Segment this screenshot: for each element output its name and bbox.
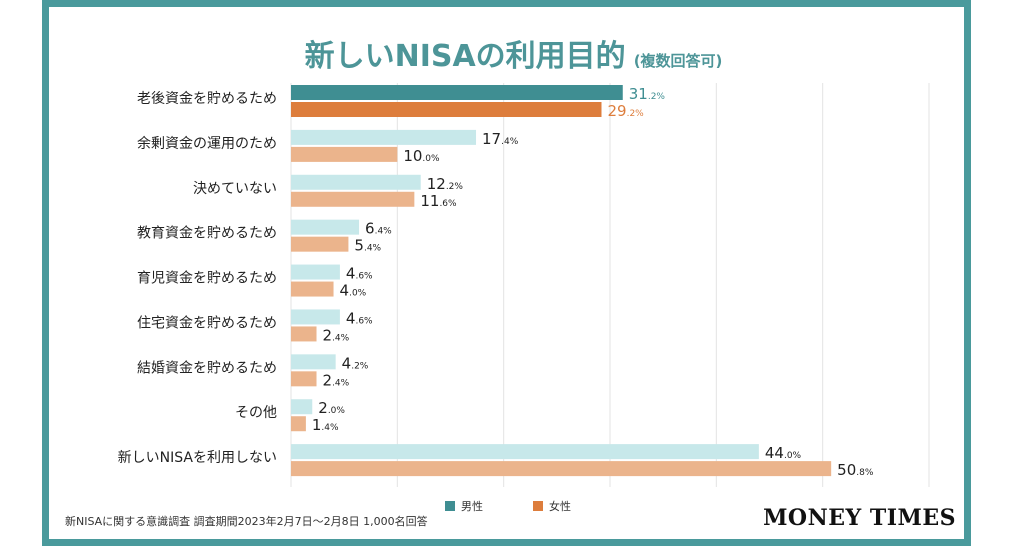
- legend-swatch-male: [445, 501, 455, 511]
- category-label: 結婚資金を貯めるため: [137, 360, 277, 376]
- legend-swatch-female: [533, 501, 543, 511]
- bar-male: [291, 399, 313, 415]
- value-label-male: 31.2%: [629, 85, 666, 103]
- value-label-female: 1.4%: [312, 416, 339, 434]
- survey-footnote: 新NISAに関する意識調査 調査期間2023年2月7日〜2月8日 1,000名回…: [65, 515, 428, 528]
- bar-female: [291, 371, 317, 387]
- chart-title: 新しいNISAの利用目的 (複数回答可): [49, 31, 978, 75]
- bar-female: [291, 236, 349, 252]
- value-label-female: 50.8%: [837, 461, 874, 479]
- bar-female: [291, 326, 317, 342]
- legend-label-male: 男性: [461, 499, 483, 513]
- category-label: 教育資金を貯めるため: [137, 226, 277, 242]
- value-label-female: 2.4%: [323, 371, 350, 389]
- chart-frame: 新しいNISAの利用目的 (複数回答可) 老後資金を貯めるため 31.2% 29.2%…: [42, 0, 971, 546]
- bar-male: [291, 129, 477, 145]
- category-label: 余剰資金の運用のため: [137, 135, 277, 152]
- value-label-female: 11.6%: [420, 192, 457, 210]
- category-label: その他: [235, 405, 277, 421]
- brand-logo: MONEY TIMES: [763, 505, 956, 531]
- bar-female: [291, 281, 334, 297]
- bar-female: [291, 102, 602, 117]
- chart-title-note: (複数回答可): [633, 52, 723, 70]
- value-label-male: 4.2%: [342, 354, 369, 372]
- bar-female: [291, 191, 415, 207]
- bar-male: [291, 219, 360, 235]
- value-label-female: 4.0%: [340, 282, 367, 300]
- bar-male: [291, 444, 759, 460]
- bar-male: [291, 264, 340, 280]
- bar-male: [291, 354, 336, 370]
- bar-chart: 老後資金を貯めるため 31.2%29.2% 余剰資金の運用のため 17.4% 10.0%…: [118, 83, 930, 513]
- category-label: 育児資金を貯めるため: [137, 271, 277, 287]
- category-label: 住宅資金を貯めるため: [137, 315, 277, 331]
- value-label-male: 6.4%: [365, 220, 392, 238]
- value-label-male: 44.0%: [765, 444, 802, 462]
- value-label-female: 10.0%: [403, 147, 440, 165]
- value-label-male: 4.6%: [346, 265, 373, 283]
- bar-female: [291, 416, 306, 432]
- bar-male: [291, 309, 340, 325]
- value-label-female: 5.4%: [354, 237, 381, 255]
- bar-male: [291, 85, 623, 100]
- bar-female: [291, 461, 832, 477]
- bar-male: [291, 174, 421, 190]
- value-label-male: 12.2%: [427, 175, 464, 193]
- value-label-male: 17.4%: [482, 130, 519, 148]
- chart-title-text: 新しいNISAの利用目的: [304, 39, 626, 74]
- category-label: 老後資金を貯めるため: [137, 91, 277, 107]
- bar-female: [291, 146, 398, 162]
- value-label-female: 29.2%: [607, 102, 644, 120]
- category-label: 決めていない: [193, 181, 277, 197]
- value-label-male: 2.0%: [318, 399, 345, 417]
- value-label-male: 4.6%: [346, 309, 373, 327]
- category-label: 新しいNISAを利用しない: [118, 450, 277, 466]
- value-label-female: 2.4%: [323, 326, 350, 344]
- legend-label-female: 女性: [549, 499, 571, 513]
